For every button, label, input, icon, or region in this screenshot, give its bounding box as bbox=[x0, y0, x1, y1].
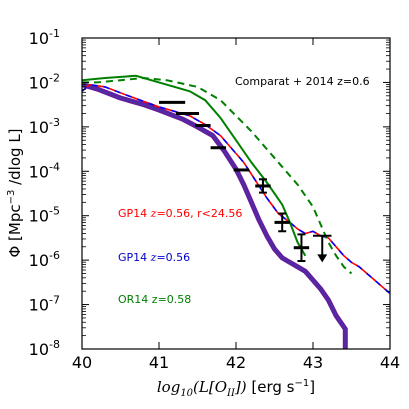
x-tick-label-4: 44 bbox=[380, 353, 400, 372]
y-tick-label-5: 10-3 bbox=[29, 116, 60, 137]
y-tick-label-0: 10-8 bbox=[29, 338, 60, 359]
upper-limit-0-arrow bbox=[317, 254, 328, 263]
series-3-line bbox=[82, 76, 353, 275]
y-tick-label-6: 10-2 bbox=[29, 71, 60, 92]
series-2-line bbox=[82, 74, 307, 257]
data-points-layer bbox=[159, 100, 332, 263]
ticks-layer: 40 41 42 43 44 10-8 10-7 10-6 10-5 10-4 10-3 10-2 10… bbox=[29, 27, 401, 372]
x-tick-label-1: 41 bbox=[149, 353, 169, 372]
y-tick-label-1: 10-7 bbox=[29, 294, 60, 315]
annotation-gp14-red: GP14 z=0.56, r<24.56 bbox=[118, 207, 242, 220]
x-tick-label-0: 40 bbox=[72, 353, 92, 372]
y-tick-label-7: 10-1 bbox=[29, 27, 60, 48]
x-axis-label: log10(L[OII]) [erg s−1] bbox=[157, 378, 315, 399]
y-tick-label-2: 10-6 bbox=[29, 249, 60, 270]
y-axis-label: Φ [Mpc−3 /dlog L] bbox=[6, 128, 24, 257]
series-0-line-core bbox=[82, 83, 347, 349]
plot-area bbox=[82, 38, 390, 349]
y-tick-label-3: 10-5 bbox=[29, 205, 60, 226]
annotations: Comparat + 2014 z=0.6 GP14 z=0.56, r<24.… bbox=[118, 75, 370, 306]
annotation-gp14-blue: GP14 z=0.56 bbox=[118, 251, 190, 264]
annotation-comparat: Comparat + 2014 z=0.6 bbox=[235, 75, 370, 88]
x-tick-label-2: 42 bbox=[226, 353, 246, 372]
x-tick-label-3: 43 bbox=[303, 353, 323, 372]
annotation-or14: OR14 z=0.58 bbox=[118, 293, 191, 306]
y-tick-label-4: 10-4 bbox=[29, 160, 60, 181]
